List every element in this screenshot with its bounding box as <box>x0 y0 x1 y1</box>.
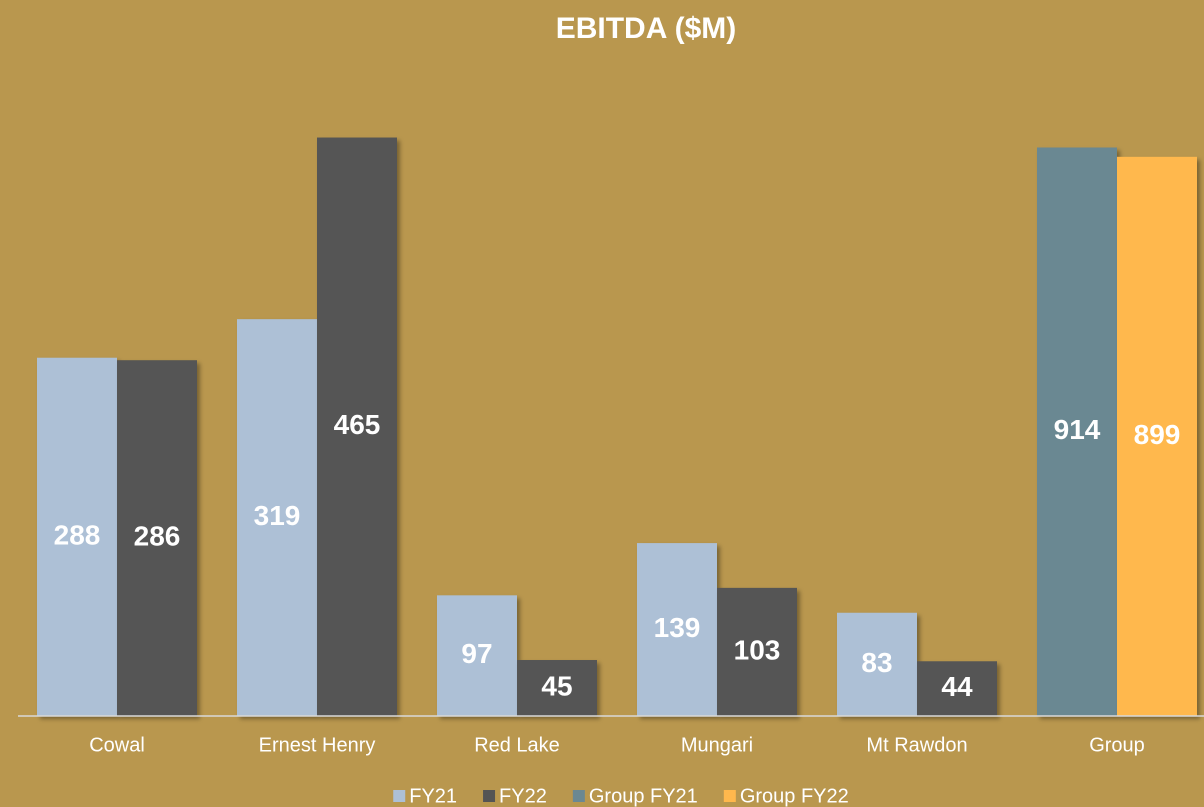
data-label: 44 <box>941 671 973 702</box>
x-tick-label: Mungari <box>681 734 753 756</box>
bar <box>1117 156 1197 716</box>
x-tick-label: Ernest Henry <box>259 734 376 756</box>
bar <box>437 595 517 716</box>
x-tick-label: Red Lake <box>474 734 560 756</box>
bar <box>837 612 917 716</box>
data-label: 319 <box>254 500 301 531</box>
bar <box>37 357 117 716</box>
data-label: 914 <box>1054 414 1101 445</box>
legend-label: FY22 <box>499 785 547 807</box>
legend-label: Group FY21 <box>589 785 698 807</box>
data-label: 103 <box>734 634 781 665</box>
bar <box>517 660 597 716</box>
data-label: 83 <box>861 647 892 678</box>
legend-swatch <box>393 790 406 802</box>
bar <box>717 587 797 716</box>
bar <box>237 319 317 716</box>
legend-label: FY21 <box>409 785 457 807</box>
legend-swatch <box>483 790 496 802</box>
legend-label: Group FY22 <box>740 785 849 807</box>
data-label: 139 <box>654 612 701 643</box>
legend-swatch <box>572 790 585 802</box>
bar <box>637 543 717 716</box>
x-tick-label: Cowal <box>89 734 145 756</box>
x-tick-label: Mt Rawdon <box>866 734 967 756</box>
x-tick-label: Group <box>1089 734 1145 756</box>
bar <box>1037 147 1117 716</box>
data-label: 899 <box>1134 419 1181 450</box>
bar <box>317 137 397 717</box>
data-label: 288 <box>54 519 101 550</box>
legend-swatch <box>723 790 736 802</box>
chart-title: EBITDA ($M) <box>556 12 737 45</box>
data-label: 465 <box>334 409 381 440</box>
bar <box>917 661 997 716</box>
data-label: 97 <box>461 638 492 669</box>
data-label: 45 <box>541 670 572 701</box>
data-label: 286 <box>134 520 181 551</box>
bar <box>117 360 197 716</box>
